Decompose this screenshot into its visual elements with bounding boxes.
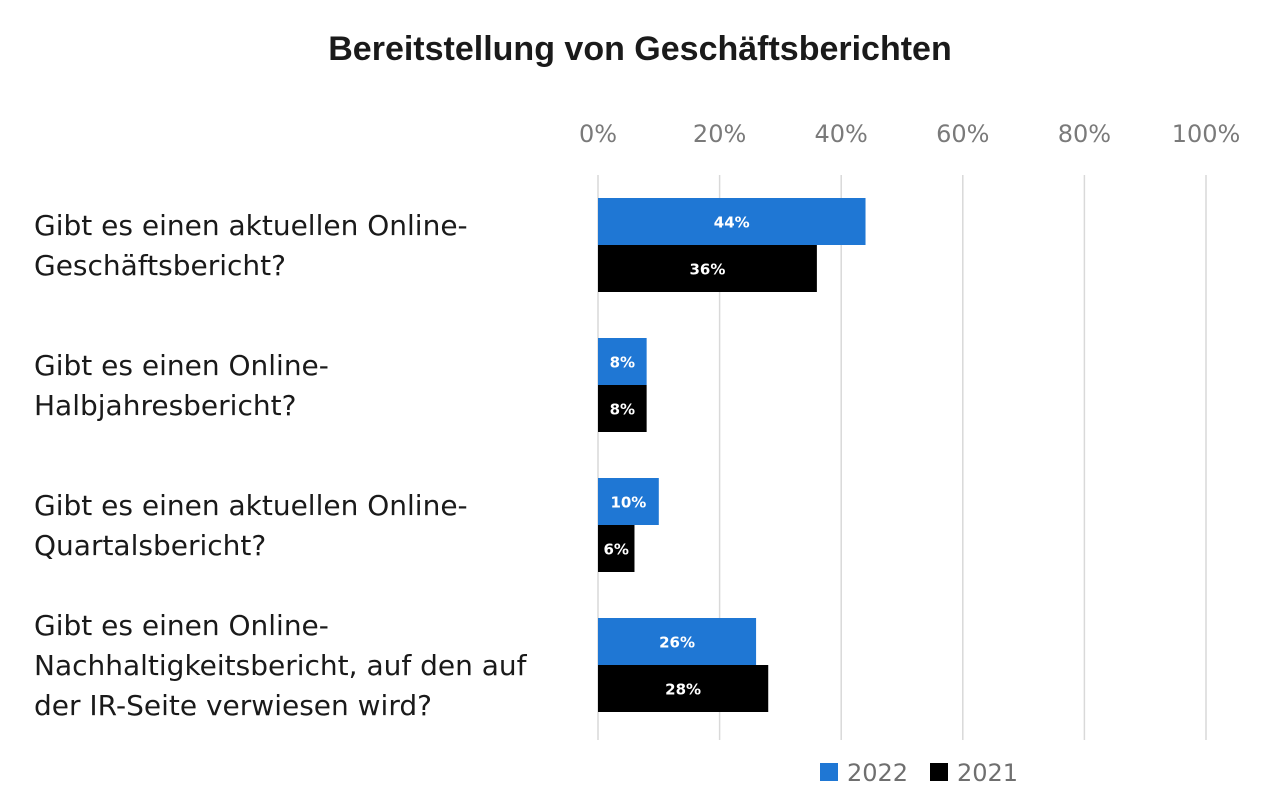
bar-2022 [598,338,647,385]
category-label: Gibt es einen aktuellen Online- Quartalsb… [34,489,468,562]
category-label-line: Gibt es einen Online- [34,609,329,642]
category-label: Gibt es einen Online- Halbjahresbericht? [34,349,329,422]
bar-2021 [598,525,635,572]
x-axis-ticks: 0% 20% 40% 60% 80% 100% [579,120,1240,148]
bar-2022 [598,198,866,245]
category-label-line: Geschäftsbericht? [34,249,286,282]
bar-2021 [598,665,769,712]
category-label-line: Gibt es einen Online- [34,349,329,382]
category-label-line: der IR-Seite verwiesen wird? [34,689,432,722]
bars: 44% 8% 10% 26% 36% 8% 6% 28% [598,198,866,712]
legend: 2022 2021 [820,759,1018,787]
x-tick-label: 80% [1058,120,1111,148]
legend-swatch [820,763,838,781]
category-label: Gibt es einen aktuellen Online- Geschäfts… [34,209,468,282]
legend-label: 2021 [957,759,1018,787]
bar-data-label: 26% [659,634,695,652]
bar-2021 [598,245,817,292]
x-tick-label: 100% [1172,120,1241,148]
bar-2022 [598,618,757,665]
bar-data-label: 28% [665,681,701,699]
legend-label: 2022 [847,759,908,787]
legend-swatch [930,763,948,781]
bar-2021 [598,385,647,432]
category-label-line: Halbjahresbericht? [34,389,296,422]
bar-data-label: 6% [604,541,629,559]
category-label-line: Nachhaltigkeitsbericht, auf den auf [34,649,528,682]
category-label-line: Quartalsbericht? [34,529,266,562]
x-tick-label: 60% [936,120,989,148]
category-label: Gibt es einen Online- Nachhaltigkeitsberi… [34,609,528,722]
bar-data-label: 8% [610,401,635,419]
x-tick-label: 40% [815,120,868,148]
category-label-line: Gibt es einen aktuellen Online- [34,489,468,522]
bar-2022 [598,478,659,525]
category-label-line: Gibt es einen aktuellen Online- [34,209,468,242]
bar-data-label: 44% [714,214,750,232]
bar-data-label: 36% [689,261,725,279]
x-tick-label: 0% [579,120,617,148]
bar-data-label: 8% [610,354,635,372]
bar-data-label: 10% [610,494,646,512]
chart-title: Bereitstellung von Geschäftsberichten [328,30,952,68]
category-labels: Gibt es einen aktuellen Online- Geschäfts… [34,209,528,722]
x-tick-label: 20% [693,120,746,148]
